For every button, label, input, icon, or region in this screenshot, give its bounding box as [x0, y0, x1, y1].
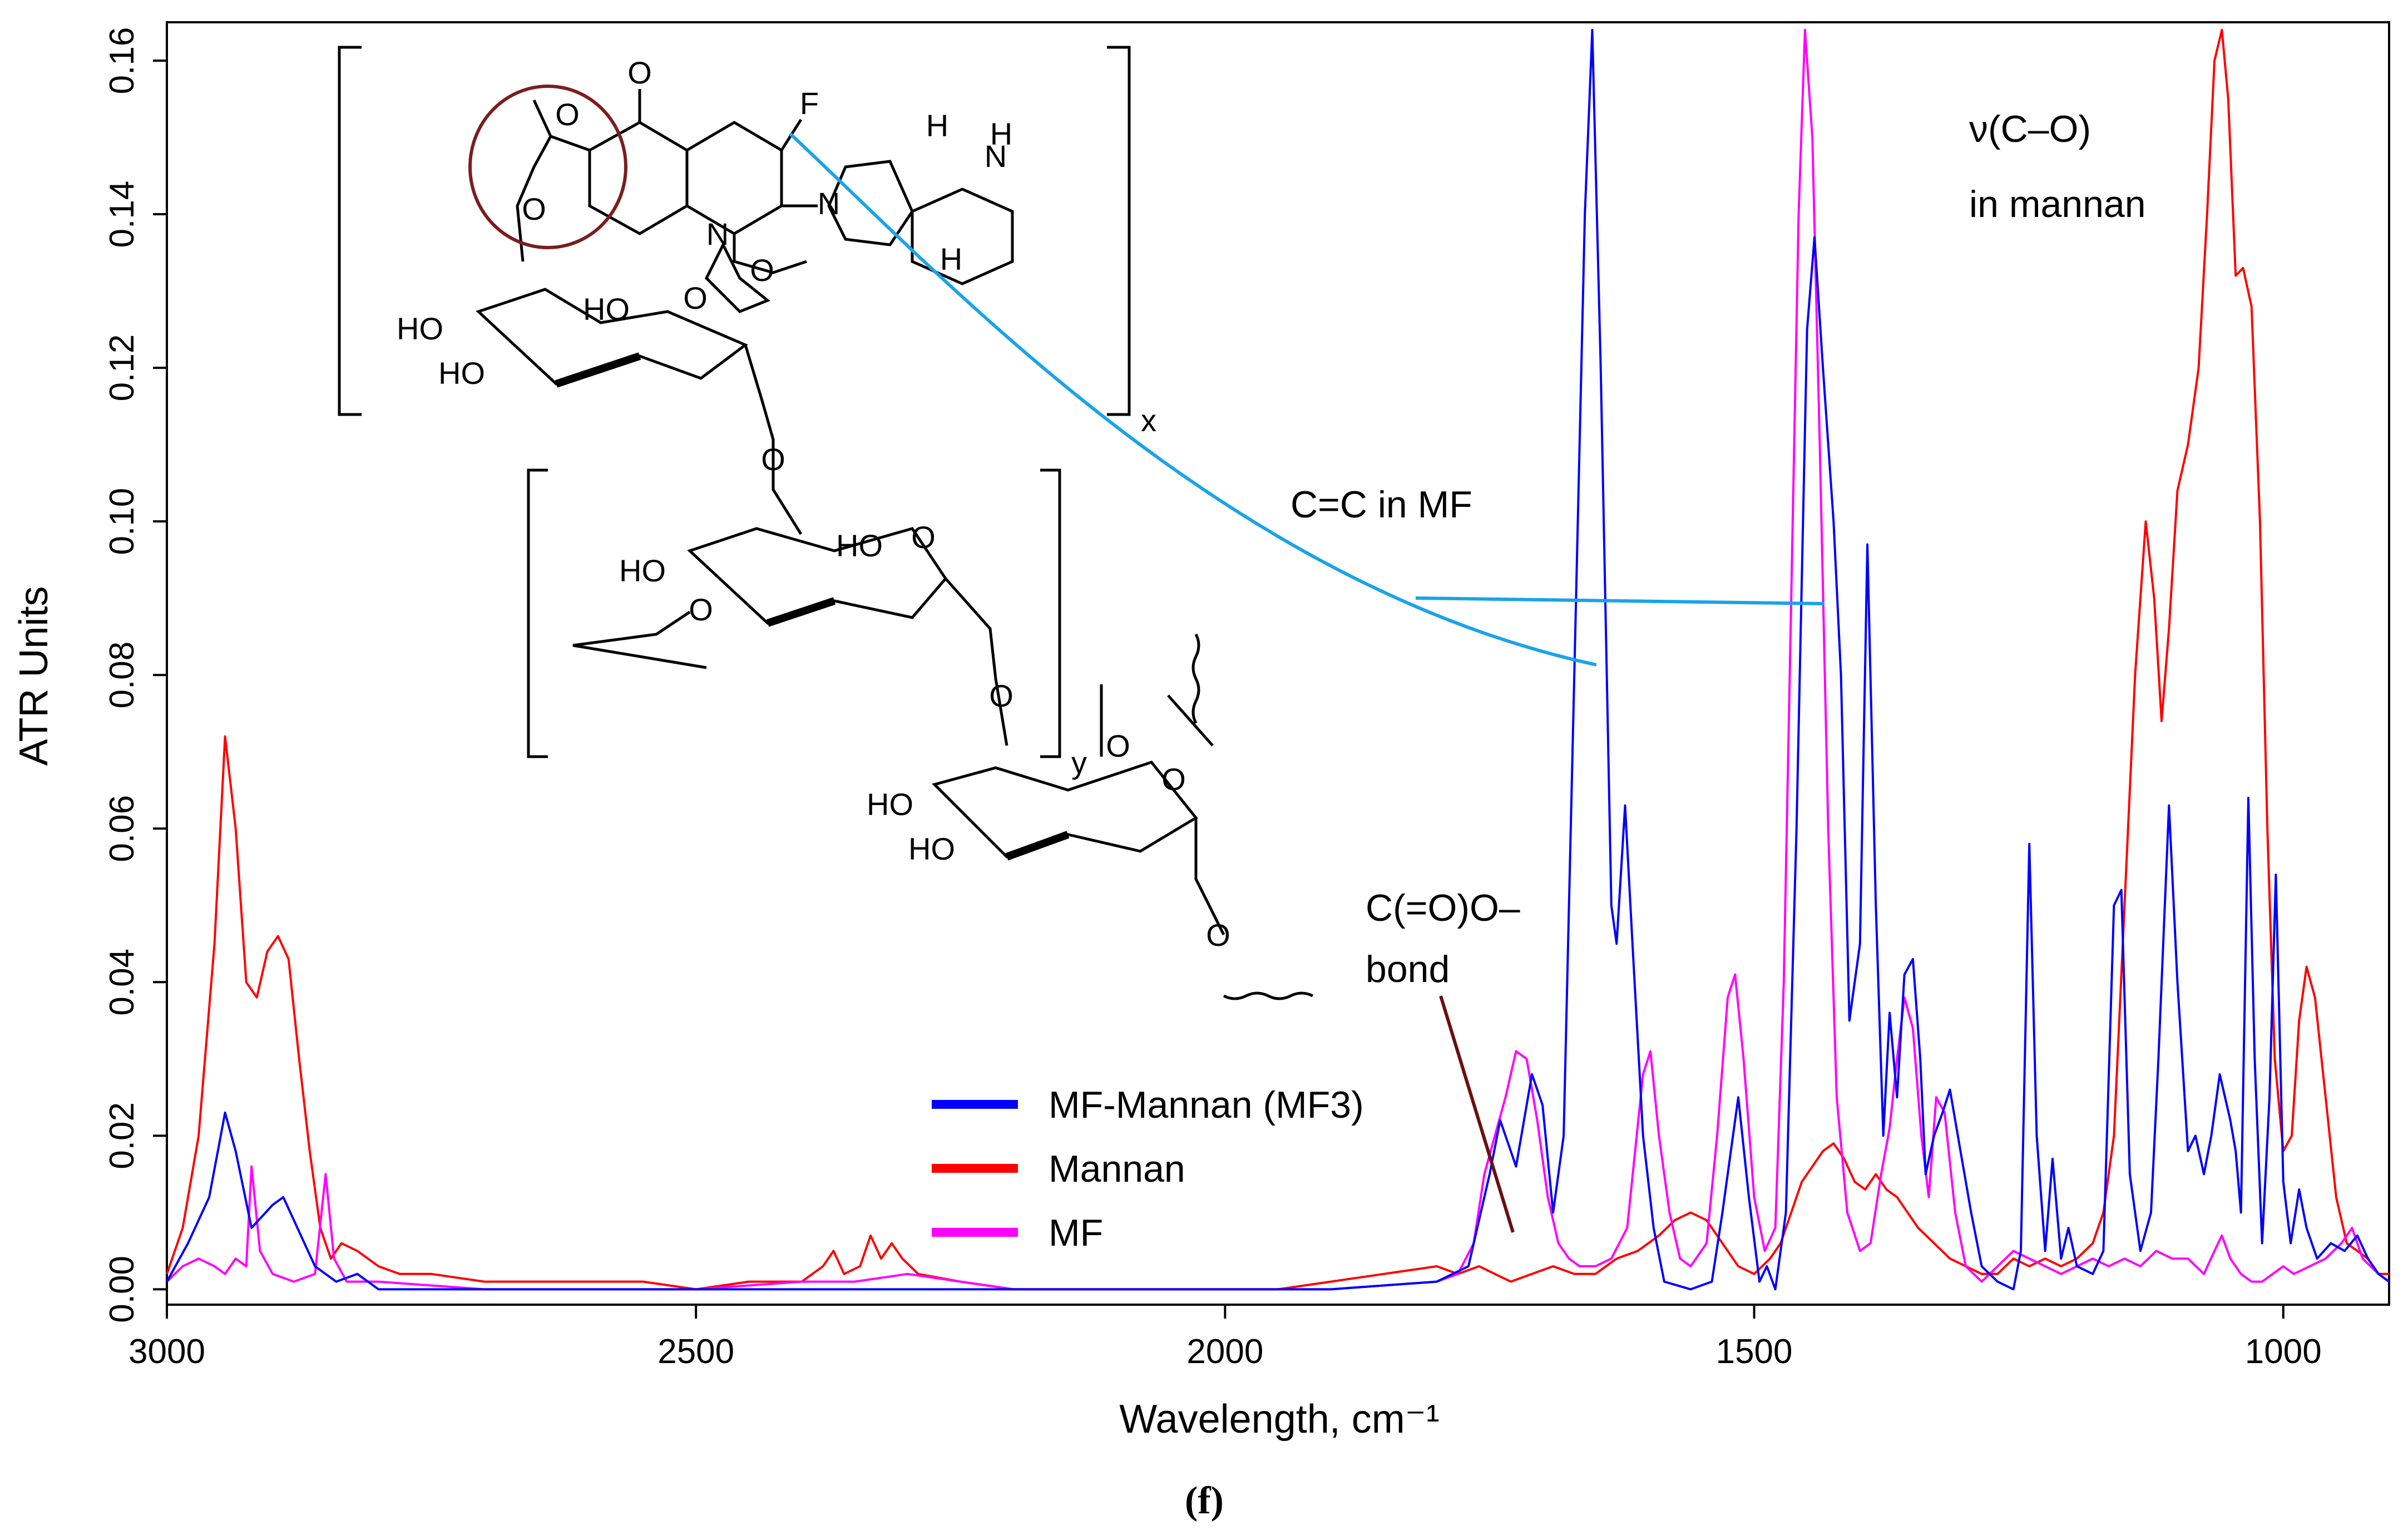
series-layer [166, 28, 2390, 1291]
x-tick-label: 2000 [1186, 1332, 1263, 1371]
quinolone-ring-a [588, 121, 689, 235]
legend: MF-Mannan (MF3) Mannan MF [932, 1084, 1364, 1254]
x-axis-title: Wavelength, cm⁻¹ [1119, 1397, 1440, 1442]
label-x-subscript: x [1141, 403, 1156, 438]
label-O-ester-link: O [522, 191, 546, 226]
wavy-bond-2 [1223, 991, 1314, 1000]
ester-group [516, 99, 590, 262]
label-O-link4: O [1106, 728, 1130, 763]
series-line-mf-mannan-mf3 [166, 28, 2390, 1291]
x-tick-label: 1000 [2245, 1332, 2322, 1371]
label-H-top: H [926, 108, 948, 143]
quinolone-ring-b [685, 121, 783, 235]
x-axis: 3000 2500 2000 1500 1000 [128, 1305, 2322, 1371]
label-F: F [800, 86, 819, 121]
y-tick-label: 0.10 [103, 488, 141, 555]
bracket-right-x [1107, 46, 1131, 416]
annotation-ester-line2: bond [1366, 948, 1450, 990]
annotation-co-stretch-line1: ν(C–O) [1969, 108, 2091, 150]
label-O-ester: O [555, 97, 580, 132]
cyclopropyl [704, 241, 770, 313]
annotation-pointers [788, 132, 1825, 1233]
label-O-ketone: O [627, 55, 652, 90]
label-H-nh: H [990, 116, 1012, 151]
legend-label: MF [1049, 1212, 1103, 1254]
label-HO-1: HO [397, 311, 443, 346]
label-N-amine: N [985, 139, 1007, 174]
bracket-left-x [338, 46, 362, 416]
cc-pointer-line [1415, 596, 1825, 605]
y-tick-label: 0.02 [103, 1102, 141, 1169]
sugar2-wavy [572, 610, 707, 669]
series-line-mf [166, 28, 2390, 1291]
label-O-sugar2: O [911, 520, 936, 555]
annotation-co-stretch-line2: in mannan [1969, 183, 2146, 225]
label-HO-3: HO [583, 292, 630, 327]
y-tick-label: 0.14 [103, 181, 141, 248]
x-tick-label: 1500 [1716, 1332, 1793, 1371]
label-O-link2: O [689, 592, 713, 627]
label-O-link3: O [989, 678, 1013, 713]
structure-atom-labels: O O O F N N N H H H O HO HO HO O O x HO … [397, 55, 1230, 952]
figure-caption: (f) [1185, 1479, 1224, 1522]
sugar1-wedge [555, 352, 641, 388]
y-tick-label: 0.16 [103, 27, 141, 95]
pyrrolidine-ring [827, 160, 914, 246]
label-HO-6: HO [867, 787, 913, 822]
methoxy-bond [733, 234, 807, 274]
bracket-left-y [527, 468, 548, 758]
sugar2-link [945, 578, 1008, 746]
y-tick-label: 0.12 [103, 334, 141, 402]
cc-pointer-curve [788, 132, 1597, 667]
wavy-bond-1 [1191, 633, 1200, 724]
label-O-methoxy: O [750, 253, 774, 288]
sugar-ring-3 [932, 761, 1198, 858]
label-HO-4: HO [619, 553, 666, 588]
label-O-link1: O [761, 442, 785, 477]
legend-label: MF-Mannan (MF3) [1049, 1084, 1364, 1126]
label-O-sugar1: O [683, 280, 708, 315]
legend-label: Mannan [1049, 1148, 1185, 1190]
x-tick-label: 3000 [128, 1332, 205, 1371]
label-H-bottom: H [940, 241, 962, 277]
y-axis: 0.00 0.02 0.04 0.06 0.08 0.10 0.12 0.14 0.16 [103, 27, 167, 1323]
sugar3-link [1100, 684, 1225, 936]
y-tick-label: 0.04 [103, 949, 141, 1016]
x-tick-label: 2500 [657, 1332, 734, 1371]
label-HO-2: HO [438, 356, 485, 391]
y-tick-label: 0.00 [103, 1256, 141, 1323]
label-O-sugar3: O [1161, 762, 1186, 797]
sugar3-wedge [1005, 831, 1070, 861]
bracket-right-y [1040, 468, 1061, 758]
y-tick-label: 0.08 [103, 641, 141, 709]
label-HO-5: HO [836, 528, 883, 563]
label-y-subscript: y [1071, 745, 1087, 780]
y-tick-label: 0.06 [103, 795, 141, 862]
ester-pointer-line [1439, 995, 1515, 1233]
sugar1-link [744, 344, 803, 535]
label-O-link5: O [1206, 917, 1230, 952]
sugar2-wedge [766, 597, 836, 627]
ester-highlight-circle [468, 85, 627, 249]
annotation-ester-line1: C(=O)O– [1366, 887, 1520, 929]
label-HO-7: HO [908, 831, 955, 866]
annotation-cc-mf: C=C in MF [1290, 483, 1472, 526]
series-line-mannan [166, 28, 2389, 1291]
label-N-quinolone: N [706, 216, 729, 251]
piperidine-ring [911, 187, 1014, 285]
plot-frame [166, 21, 2390, 1306]
label-N-pyrrolidine: N [818, 186, 840, 221]
y-axis-title: ATR Units [12, 586, 56, 766]
